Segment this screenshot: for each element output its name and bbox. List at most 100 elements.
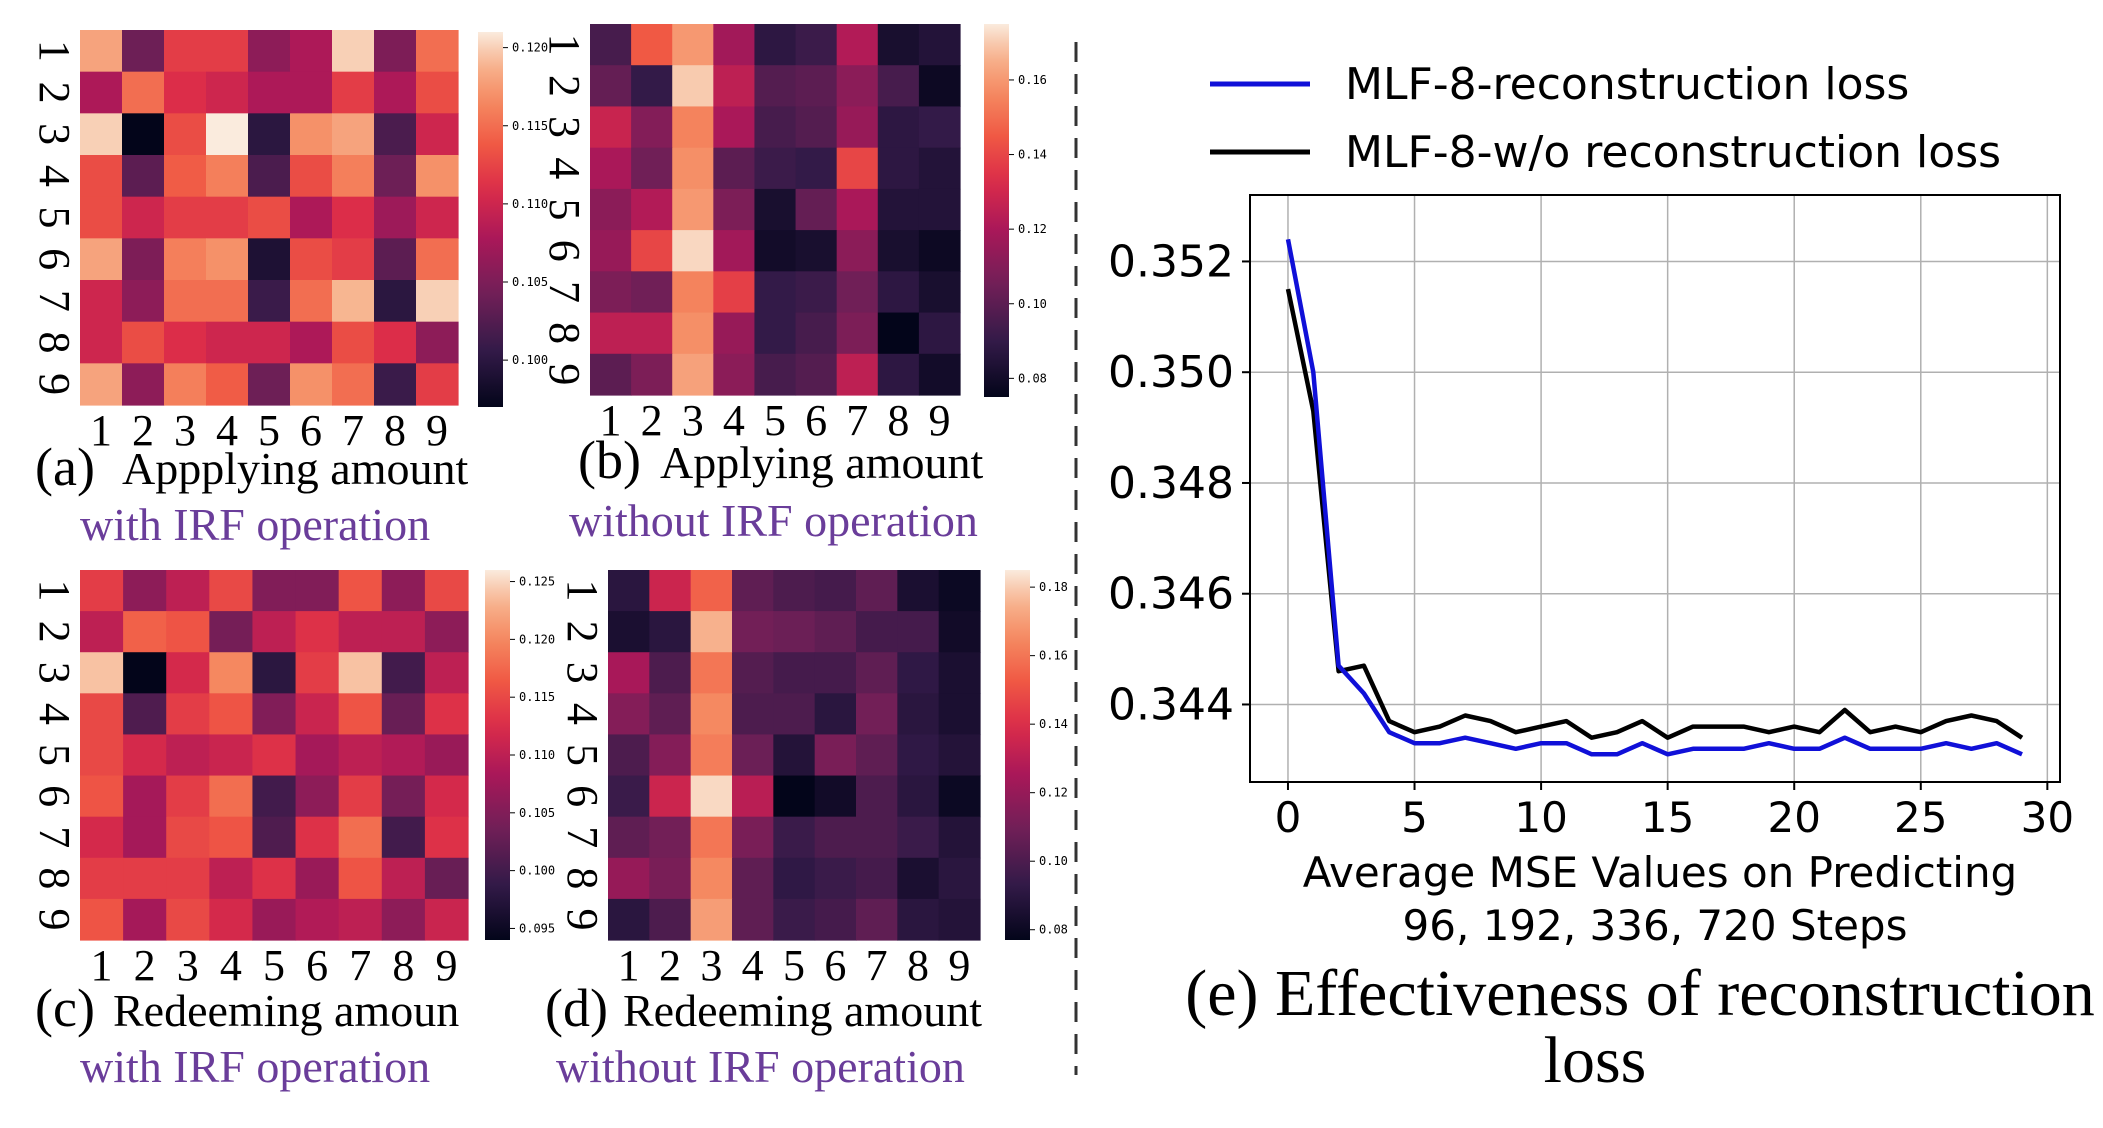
heatmap-b-cell-2-2: [631, 65, 673, 108]
heatmap-b-col-label: 6: [805, 396, 827, 445]
heatmap-c-cell-2-1: [80, 611, 124, 653]
colorbar-c-tick-label: 0.125: [519, 575, 555, 589]
heatmap-b-row-label: 8: [540, 322, 589, 344]
heatmap-b-cell-2-5: [754, 65, 797, 108]
heatmap-d-col-label: 7: [866, 941, 888, 990]
heatmap-c-cell-1-3: [166, 570, 210, 612]
heatmap-a-cell-7-6: [290, 280, 333, 323]
heatmap-d-cell-2-6: [814, 611, 857, 653]
heatmap-b-cell-3-2: [631, 106, 673, 149]
heatmap-c-cell-9-1: [80, 898, 124, 941]
heatmap-b-cell-6-4: [713, 230, 756, 272]
plot-frame: [1249, 194, 2061, 783]
heatmap-c-cell-5-7: [338, 734, 383, 777]
heatmap-b-cell-4-4: [713, 147, 756, 190]
heatmap-a-cell-5-2: [122, 196, 165, 239]
colorbar-d-tick-label: 0.18: [1039, 580, 1068, 594]
heatmap-b-col-label: 8: [887, 396, 909, 445]
heatmap-d-cell-7-8: [897, 816, 940, 859]
heatmap-d-row-label: 1: [558, 580, 607, 602]
heatmap-a-cell-4-9: [416, 155, 459, 198]
heatmap-a-cell-9-6: [290, 363, 333, 406]
heatmap-d-cell-6-8: [897, 775, 940, 818]
heatmap-c-cell-4-4: [209, 693, 254, 736]
colorbar-c-tick-label: 0.095: [519, 921, 555, 935]
heatmap-a-cell-8-9: [416, 321, 459, 364]
heatmap-d-cell-1-8: [897, 570, 940, 612]
heatmap-a-cell-8-6: [290, 321, 333, 364]
caption-e: (e) Effectiveness of reconstruction loss: [1185, 957, 2095, 1097]
heatmap-c-col-label: 9: [435, 941, 457, 990]
colorbar-d-tick-label: 0.08: [1039, 923, 1068, 937]
colorbar-d-tick-label: 0.12: [1039, 786, 1068, 800]
heatmap-a-cell-1-7: [332, 30, 375, 73]
heatmap-d-cell-4-8: [897, 693, 940, 736]
heatmap-c-col-label: 5: [263, 941, 285, 990]
heatmap-a-cell-5-3: [164, 196, 207, 239]
heatmap-a-col-label: 9: [426, 406, 448, 455]
legend-label: MLF-8-w/o reconstruction loss: [1345, 127, 2001, 178]
heatmap-c-cell-4-6: [295, 693, 340, 736]
heatmap-a-cell-7-2: [122, 280, 165, 323]
heatmap-a-cell-4-1: [80, 155, 123, 198]
heatmap-c-cell-7-6: [295, 816, 340, 859]
heatmap-c-cell-7-2: [123, 816, 167, 859]
heatmap-b-col-label: 1: [600, 396, 622, 445]
heatmap-c-cell-2-5: [252, 611, 297, 653]
heatmap-d-cell-7-6: [814, 816, 857, 859]
heatmap-a-cell-4-5: [248, 155, 291, 198]
heatmap-b-cell-1-3: [672, 24, 714, 66]
heatmap-c-cell-1-7: [338, 570, 383, 612]
heatmap-b-cell-4-2: [631, 147, 673, 190]
heatmap-c-cell-8-5: [252, 857, 297, 900]
x-axis-label: Average MSE Values on Predicting: [1303, 848, 2017, 897]
heatmap-d-cell-5-1: [608, 734, 650, 777]
heatmap-a-cell-5-7: [332, 196, 375, 239]
heatmap-c-cell-5-3: [166, 734, 210, 777]
colorbar-d-tick-label: 0.16: [1039, 649, 1068, 663]
heatmap-a-cell-4-6: [290, 155, 333, 198]
heatmap-a-cell-8-8: [374, 321, 417, 364]
heatmap-a-cell-4-4: [206, 155, 249, 198]
y-tick-label: 0.352: [1108, 236, 1234, 287]
heatmap-a-cell-2-5: [248, 71, 291, 114]
heatmap-d-cell-2-3: [690, 611, 733, 653]
heatmap-a-cell-2-6: [290, 71, 333, 114]
heatmap-c-row-label: 1: [30, 580, 79, 602]
heatmap-d-row-label: 2: [558, 621, 607, 643]
heatmap-b-cell-9-5: [754, 353, 797, 396]
heatmap-c-cell-5-4: [209, 734, 254, 777]
heatmap-d-cell-2-7: [856, 611, 898, 653]
heatmap-c-cell-6-4: [209, 775, 254, 818]
colorbar-b-tick-label: 0.08: [1018, 371, 1047, 385]
caption-c-label: (c): [35, 978, 95, 1038]
heatmap-b-cell-7-5: [754, 271, 797, 314]
heatmap-a-cell-3-6: [290, 113, 333, 156]
caption-a-sub: with IRF operation: [80, 499, 430, 550]
x-tick-label: 25: [1894, 793, 1947, 842]
heatmap-a-cell-4-3: [164, 155, 207, 198]
heatmap-b-row-label: 3: [540, 116, 589, 138]
colorbar-d-tick-label: 0.14: [1039, 717, 1068, 731]
y-tick-label: 0.346: [1108, 569, 1234, 620]
caption-d: (d) Redeeming amount without IRF operati…: [545, 978, 982, 1092]
heatmap-d-cell-1-2: [649, 570, 692, 612]
heatmap-c-cell-1-1: [80, 570, 124, 612]
heatmap-d-cell-4-1: [608, 693, 650, 736]
heatmap-a-cell-3-7: [332, 113, 375, 156]
heatmap-b-col-label: 2: [641, 396, 663, 445]
heatmap-a-cell-7-5: [248, 280, 291, 323]
heatmap-d-col-label: 4: [742, 941, 764, 990]
heatmap-b-cell-3-6: [795, 106, 838, 149]
heatmap-d-cell-3-9: [938, 652, 981, 694]
heatmap-b-cell-6-5: [754, 230, 797, 272]
heatmap-a-cell-3-8: [374, 113, 417, 156]
heatmap-c-cell-8-3: [166, 857, 210, 900]
heatmap-a-cell-1-3: [164, 30, 207, 73]
heatmap-b-cell-6-3: [672, 230, 714, 272]
heatmap-a-cell-5-1: [80, 196, 123, 239]
heatmap-b-row-label: 9: [540, 363, 589, 385]
heatmap-b-cell-6-1: [590, 230, 632, 272]
caption-b-sub: without IRF operation: [569, 495, 978, 546]
heatmap-a-cell-1-2: [122, 30, 165, 73]
